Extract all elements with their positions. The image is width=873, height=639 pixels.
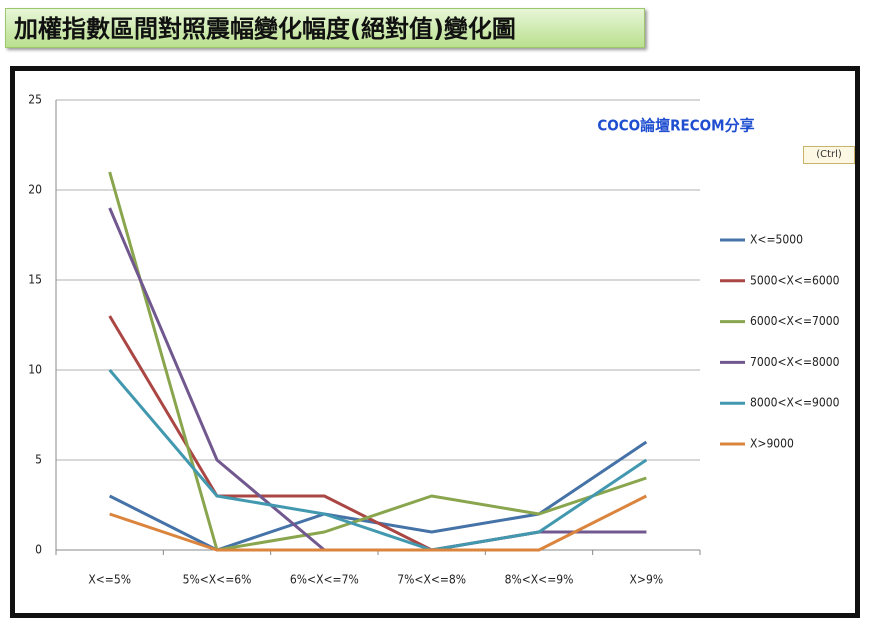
legend-label: 6000<X<=7000 (750, 314, 840, 328)
x-tick-label: 5%<X<=6% (183, 573, 252, 587)
y-tick-label: 20 (28, 183, 42, 197)
legend-label: 7000<X<=8000 (750, 355, 840, 369)
series-line (108, 207, 647, 552)
x-tick-label: X<=5% (88, 573, 131, 587)
y-tick-label: 10 (28, 363, 42, 377)
y-tick-label: 25 (28, 93, 42, 107)
series-line (108, 369, 648, 552)
legend-label: X>9000 (750, 437, 794, 451)
legend-label: 5000<X<=6000 (750, 273, 840, 287)
chart-title: 加權指數區間對照震幅變化幅度(絕對值)變化圖 (5, 8, 645, 48)
y-tick-label: 15 (28, 273, 42, 287)
x-tick-label: 6%<X<=7% (290, 573, 359, 587)
y-tick-label: 5 (35, 453, 42, 467)
paste-options-button[interactable]: (Ctrl) (803, 146, 855, 164)
x-tick-label: X>9% (630, 573, 664, 587)
chart-frame (10, 66, 860, 618)
y-tick-label: 0 (35, 543, 42, 557)
annotation: COCO論壇RECOM分享 (597, 117, 754, 135)
series-line (108, 171, 647, 552)
legend-label: X<=5000 (750, 233, 803, 247)
series-line (109, 494, 648, 552)
x-tick-label: 7%<X<=8% (397, 573, 466, 587)
legend-label: 8000<X<=9000 (750, 396, 840, 410)
x-tick-label: 8%<X<=9% (505, 573, 574, 587)
